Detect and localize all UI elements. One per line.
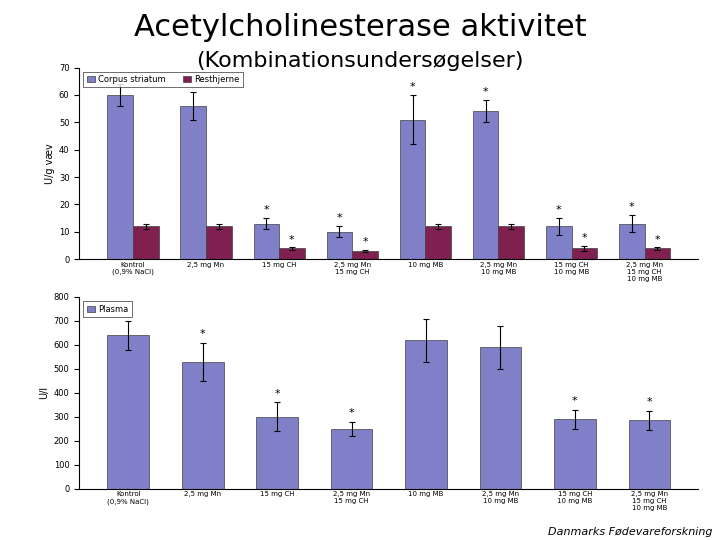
Y-axis label: U/g væv: U/g væv bbox=[45, 143, 55, 184]
Bar bbox=[554, 419, 595, 489]
Text: *: * bbox=[629, 202, 635, 212]
Text: *: * bbox=[274, 389, 280, 399]
Text: *: * bbox=[348, 408, 354, 418]
Bar bbox=[480, 347, 521, 489]
Bar bbox=[572, 248, 597, 259]
Legend: Corpus striatum, Resthjerne: Corpus striatum, Resthjerne bbox=[84, 72, 243, 87]
Legend: Plasma: Plasma bbox=[84, 301, 132, 317]
Bar bbox=[330, 429, 372, 489]
Bar bbox=[133, 226, 158, 259]
Bar bbox=[629, 421, 670, 489]
Bar bbox=[206, 226, 232, 259]
Y-axis label: U/l: U/l bbox=[40, 386, 50, 400]
Text: Danmarks Fødevareforskning: Danmarks Fødevareforskning bbox=[549, 527, 713, 537]
Text: *: * bbox=[582, 233, 588, 244]
Bar bbox=[327, 232, 352, 259]
Bar bbox=[181, 106, 206, 259]
Bar bbox=[352, 251, 378, 259]
Text: *: * bbox=[337, 213, 342, 223]
Text: (Kombinationsundersøgelser): (Kombinationsundersøgelser) bbox=[197, 51, 523, 71]
Bar bbox=[644, 248, 670, 259]
Bar bbox=[256, 417, 298, 489]
Text: *: * bbox=[572, 396, 577, 406]
Bar bbox=[405, 340, 447, 489]
Text: *: * bbox=[362, 238, 368, 247]
Bar bbox=[253, 224, 279, 259]
Text: *: * bbox=[289, 235, 294, 245]
Bar bbox=[619, 224, 644, 259]
Text: *: * bbox=[264, 205, 269, 215]
Text: *: * bbox=[647, 397, 652, 407]
Text: Acetylcholinesterase aktivitet: Acetylcholinesterase aktivitet bbox=[134, 14, 586, 43]
Bar bbox=[498, 226, 524, 259]
Text: *: * bbox=[654, 235, 660, 245]
Bar bbox=[400, 119, 426, 259]
Bar bbox=[279, 248, 305, 259]
Text: *: * bbox=[556, 205, 562, 215]
Bar bbox=[426, 226, 451, 259]
Bar bbox=[182, 362, 223, 489]
Text: *: * bbox=[200, 329, 205, 339]
Bar bbox=[107, 335, 149, 489]
Bar bbox=[107, 95, 133, 259]
Text: *: * bbox=[483, 87, 488, 97]
Text: *: * bbox=[410, 82, 415, 92]
Bar bbox=[473, 111, 498, 259]
Bar bbox=[546, 226, 572, 259]
